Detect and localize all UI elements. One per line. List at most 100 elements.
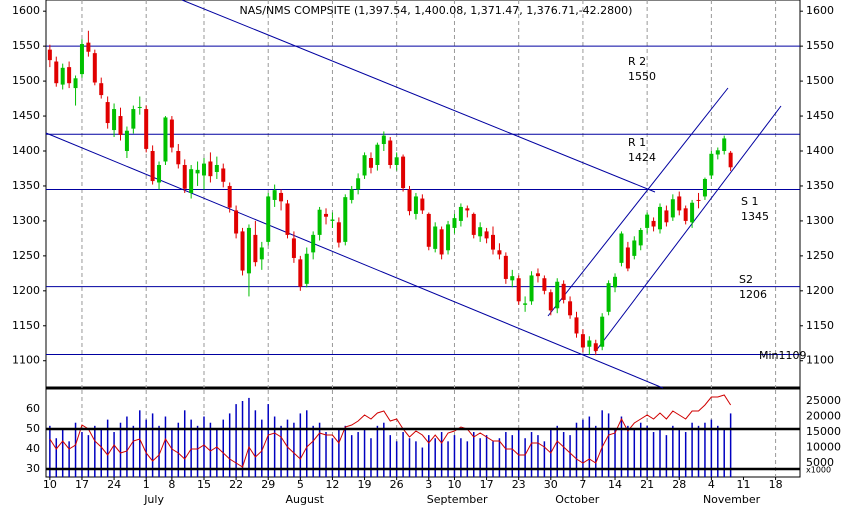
y2-tick-label: 10000 (806, 441, 841, 454)
price-frame (45, 0, 801, 389)
y-tick-label-right: 1100 (806, 354, 834, 367)
level-value: 1550 (628, 70, 656, 83)
x-tick-label: 29 (261, 478, 275, 491)
x-tick-label: 10 (43, 478, 57, 491)
candle-body (593, 343, 598, 351)
candle-body (555, 281, 560, 309)
level-value: 1109 (779, 349, 807, 362)
candle-body (394, 157, 399, 165)
candle-body (266, 196, 271, 242)
y-tick-label: 1350 (12, 179, 40, 192)
x-tick-label: 19 (358, 478, 372, 491)
candle-body (195, 169, 200, 174)
candle-body (157, 164, 162, 183)
x-tick-label: 15 (197, 478, 211, 491)
trend-line (547, 87, 729, 317)
candle-body (150, 151, 155, 182)
candle-body (137, 106, 142, 108)
y-tick-label-right: 1350 (806, 179, 834, 192)
candle-body (99, 83, 104, 96)
x-tick-label: 21 (640, 478, 654, 491)
y-tick-label: 1250 (12, 249, 40, 262)
x-tick-label: 23 (512, 478, 526, 491)
level-name: S 1 (741, 195, 758, 208)
x-tick-label: 28 (672, 478, 686, 491)
candle-body (542, 278, 547, 291)
x-tick-label: 30 (544, 478, 558, 491)
y-tick-label: 1400 (12, 144, 40, 157)
candle-body (625, 247, 630, 269)
candle-body (182, 164, 187, 189)
y-tick-label: 1100 (12, 354, 40, 367)
candle-body (324, 213, 329, 217)
candle-body (722, 138, 727, 152)
candle-body (253, 234, 258, 263)
candle-body (317, 209, 322, 235)
x-tick-label: 17 (480, 478, 494, 491)
y-tick-label-right: 1150 (806, 319, 834, 332)
candle-body (452, 218, 457, 228)
x-tick-label: 17 (75, 478, 89, 491)
candle-body (375, 144, 380, 165)
candle-body (169, 119, 174, 148)
y-tick-label-right: 1400 (806, 144, 834, 157)
candle-body (163, 117, 168, 162)
candle-body (516, 278, 521, 302)
candle-body (407, 189, 412, 212)
candle-body (491, 234, 496, 250)
y2-tick-label: 5000 (806, 456, 834, 469)
candle-body (47, 49, 52, 61)
candle-body (246, 227, 251, 274)
candle-body (574, 317, 579, 334)
candle-body (343, 197, 348, 242)
candle-body (702, 178, 707, 197)
x-tick-label: 7 (579, 478, 586, 491)
candle-body (497, 250, 502, 255)
candle-body (60, 67, 65, 85)
y-tick-label-right: 1250 (806, 249, 834, 262)
candle-body (651, 220, 656, 227)
y-tick-label: 1500 (12, 74, 40, 87)
candle-body (677, 196, 682, 211)
candle-body (105, 102, 110, 124)
level-name: R 1 (628, 136, 646, 149)
y-tick-label: 30 (26, 462, 40, 475)
candle-body (657, 206, 662, 230)
candle-body (227, 185, 232, 208)
candle-body (645, 214, 650, 228)
level-value: 1345 (741, 210, 769, 223)
chart-title: NAS/NMS COMPSITE (1,397.54, 1,400.08, 1,… (240, 4, 633, 17)
candle-body (92, 53, 97, 83)
candle-body (535, 273, 540, 277)
candle-body (279, 192, 284, 202)
candle-body (401, 156, 406, 189)
candle-body (304, 253, 309, 284)
candle-body (465, 208, 470, 211)
level-name: R 2 (628, 55, 646, 68)
candle-body (349, 189, 354, 200)
candle-body (561, 283, 566, 300)
y-tick-label: 40 (26, 442, 40, 455)
x-tick-label: 24 (107, 478, 121, 491)
y2-unit: x1000 (806, 466, 831, 475)
level-value: 1424 (628, 151, 656, 164)
candle-body (330, 219, 335, 221)
candle-body (523, 303, 528, 305)
level-label: Min1109 (759, 349, 807, 362)
y-tick-label-right: 1200 (806, 284, 834, 297)
y2-tick-label: 25000 (806, 394, 841, 407)
trend-line (181, 0, 656, 193)
trend-lines (45, 0, 782, 389)
y-tick-label-right: 1500 (806, 74, 834, 87)
y-tick-label: 1200 (12, 284, 40, 297)
y-tick-label-right: 1300 (806, 214, 834, 227)
y-tick-label: 1300 (12, 214, 40, 227)
candle-body (446, 224, 451, 251)
x-tick-label: 1 (143, 478, 150, 491)
candle-body (131, 109, 136, 129)
candle-body (79, 44, 84, 75)
candle-body (86, 42, 91, 52)
candle-body (458, 206, 463, 221)
